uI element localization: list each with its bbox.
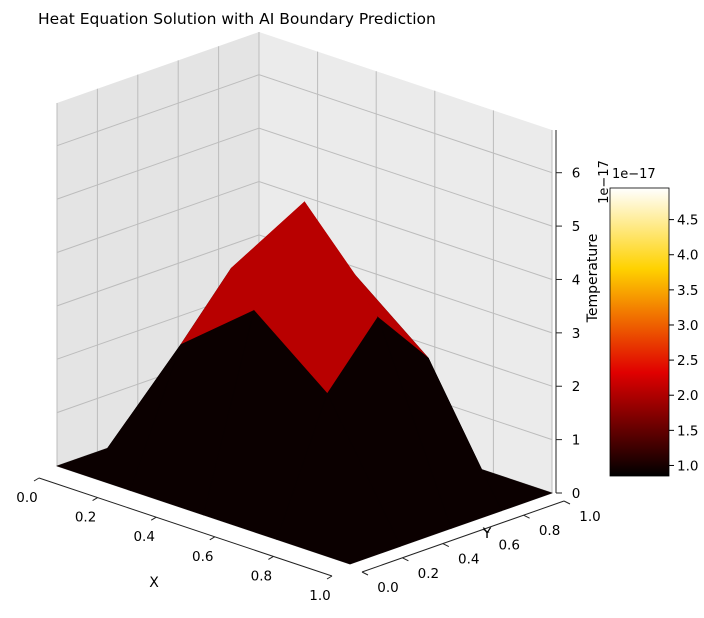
colorbar-tick-label: 4.5 [677,213,698,229]
z-offset-label: 1e−17 [597,160,612,204]
y-tick-mark [402,557,409,562]
y-tick-mark [442,543,450,548]
x-tick-mark [92,497,98,502]
z-tick-label: 1 [572,433,581,449]
x-tick-mark [33,477,40,482]
grid-line [56,180,553,280]
y-axis-label: Y [482,526,492,542]
tick-labels: 0.0 0.2 0.4 0.6 0.8 1.0 0.0 0.2 0.4 0.6 0.8 1.0 0 1 2 3… [16,166,600,604]
y-tick-label: 0.2 [418,566,439,582]
y-tick-mark [523,514,530,519]
z-tick-label: 5 [572,219,581,235]
colorbar-tick-label: 3.5 [677,283,698,299]
colorbar: 1e−17 Temperature 1.0 1.5 2.0 2.5 3.0 3.5 4.0 4… [585,167,698,477]
colorbar-tick-label: 2.0 [677,388,698,404]
grid-line [56,127,553,227]
y-tick-label: 1.0 [579,509,600,525]
y-tick-label: 0.0 [377,580,398,596]
x-tick-mark [209,536,216,541]
colorbar-gradient [609,187,670,477]
grid-line [56,234,553,334]
x-tick-label: 0.2 [75,510,96,526]
x-tick-label: 0.0 [16,490,37,506]
z-tick-label: 0 [572,486,581,502]
y-tick-mark [361,571,369,576]
grid-line [56,74,553,174]
chart-title: Heat Equation Solution with AI Boundary … [38,10,436,28]
axis-lines [38,130,565,577]
x-tick-mark [150,516,157,521]
colorbar-offset-label: 1e−17 [612,167,656,182]
colorbar-tick-label: 2.5 [677,353,698,369]
y-tick-label: 0.4 [458,552,479,568]
colorbar-tick-label: 1.5 [677,423,698,439]
z-tick-label: 4 [572,272,581,288]
z-tick-label: 6 [572,166,581,182]
y-tick-label: 0.8 [539,523,560,539]
z-tick-label: 2 [572,379,581,395]
z-tick-label: 3 [572,326,581,342]
x-tick-label: 1.0 [309,588,330,604]
x-tick-mark [268,555,274,560]
colorbar-tick-label: 3.0 [677,318,698,334]
y-tick-mark [563,500,571,505]
colorbar-tick-label: 1.0 [677,458,698,474]
colorbar-label: Temperature [585,234,601,324]
surface-plot [56,201,553,565]
x-tick-mark [326,575,333,580]
surface-patch [276,392,401,565]
colorbar-tick-label: 4.0 [677,248,698,264]
x-axis-line [38,477,333,577]
x-tick-label: 0.4 [133,529,154,545]
y-tick-label: 0.6 [498,537,519,553]
x-tick-label: 0.8 [251,568,272,584]
x-axis-label: X [149,575,159,591]
x-tick-label: 0.6 [192,549,213,565]
y-axis-line [361,500,565,573]
y-tick-mark [482,528,490,533]
